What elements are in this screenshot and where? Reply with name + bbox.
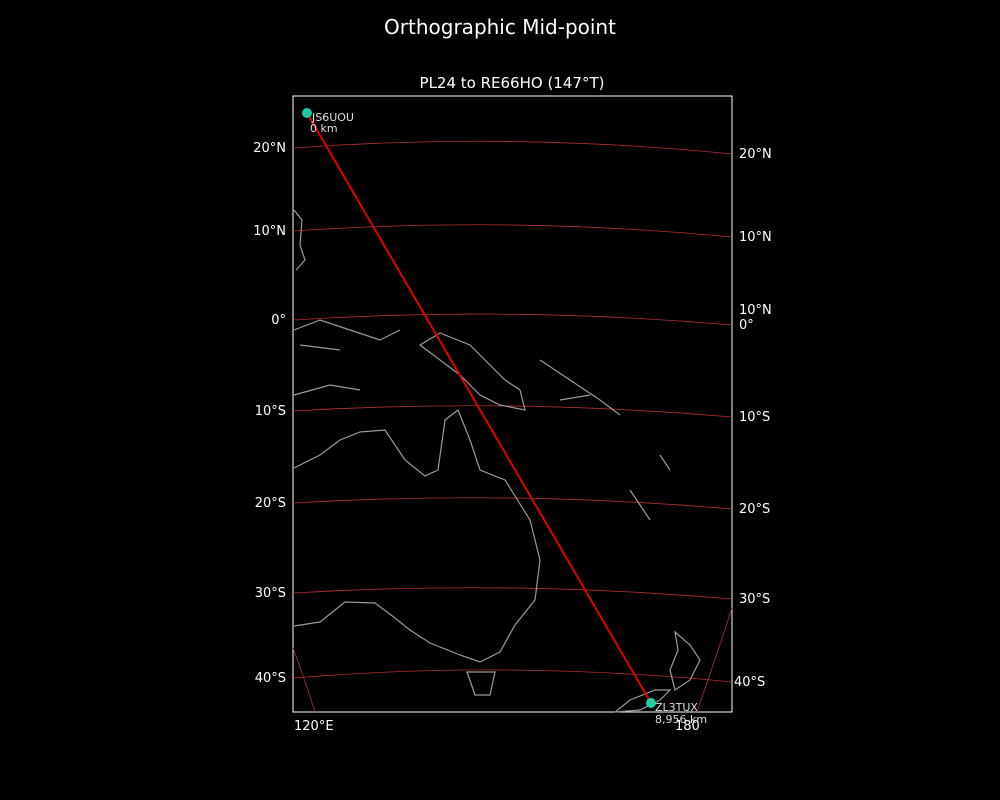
station-marker bbox=[302, 108, 312, 118]
lat-label: 20°N bbox=[253, 141, 286, 156]
lat-label: 20°N bbox=[739, 147, 772, 162]
station-callsign: ZL3TUX bbox=[655, 701, 698, 714]
map-frame bbox=[292, 95, 733, 713]
subtitle: PL24 to RE66HO (147°T) bbox=[420, 74, 605, 92]
station-marker bbox=[646, 698, 656, 708]
coastline bbox=[466, 671, 496, 696]
lat-label: 10°N bbox=[739, 230, 772, 245]
graticule bbox=[292, 405, 733, 418]
graticule bbox=[292, 647, 316, 713]
graticule bbox=[292, 313, 733, 326]
graticule bbox=[696, 607, 733, 713]
lat-label: 10°N bbox=[739, 303, 772, 318]
lat-label: 0° bbox=[271, 313, 286, 328]
graticule bbox=[292, 587, 733, 600]
lat-label: 30°S bbox=[255, 586, 286, 601]
graticule bbox=[292, 497, 733, 510]
lat-label: 10°S bbox=[255, 404, 286, 419]
graticule bbox=[292, 669, 733, 683]
lat-label: 20°S bbox=[255, 496, 286, 511]
graticule bbox=[292, 224, 733, 238]
lat-label: 40°S bbox=[734, 675, 765, 690]
station-distance: 0 km bbox=[310, 122, 338, 135]
lat-label: 20°S bbox=[739, 502, 770, 517]
coastline bbox=[669, 630, 701, 691]
lon-label: 120°E bbox=[294, 719, 334, 734]
lat-label: 30°S bbox=[739, 592, 770, 607]
right-lat-labels: 20°N 10°N 10°N 0° 10°S 20°S 30°S 40°S bbox=[734, 147, 772, 690]
coastline bbox=[613, 689, 672, 713]
station-callsign: JS6UOU bbox=[311, 111, 354, 124]
coastline bbox=[293, 209, 671, 521]
lat-label: 0° bbox=[739, 318, 754, 333]
left-lat-labels: 20°N 10°N 0° 10°S 20°S 30°S 40°S bbox=[253, 141, 286, 686]
map-area: JS6UOU 0 km ZL3TUX 8,956 km bbox=[292, 95, 733, 726]
lat-label: 10°N bbox=[253, 224, 286, 239]
title: Orthographic Mid-point bbox=[384, 15, 616, 39]
station-distance: 8,956 km bbox=[655, 713, 707, 726]
lat-label: 40°S bbox=[255, 671, 286, 686]
lon-label: 180 bbox=[675, 719, 700, 734]
coastline bbox=[418, 332, 526, 411]
lat-label: 10°S bbox=[739, 410, 770, 425]
coastline bbox=[293, 409, 541, 663]
path-line bbox=[306, 112, 652, 704]
graticule bbox=[292, 140, 733, 155]
